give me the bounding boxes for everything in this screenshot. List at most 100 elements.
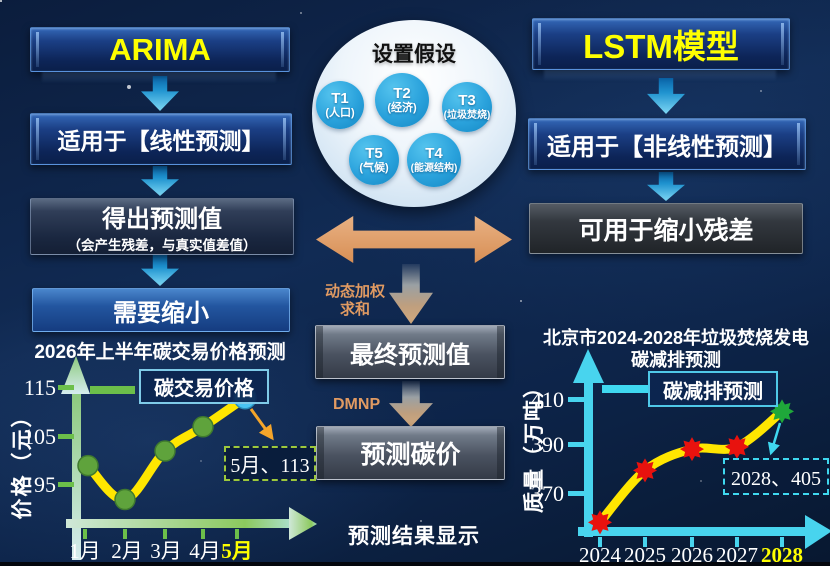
- x-tick-label: 3月: [150, 539, 182, 563]
- down-arrow-icon: [141, 255, 179, 286]
- right-chart-ylabel: 质量（万吨）: [522, 375, 546, 513]
- x-tick: [598, 537, 602, 547]
- right-chart-title-line2: 碳减排预测: [631, 349, 721, 370]
- annotation-arrow-icon: [249, 408, 274, 441]
- final-forecast-label: 最终预测值: [350, 341, 470, 369]
- y-tick: [58, 434, 74, 439]
- x-tick-label-highlight: 5月: [221, 539, 253, 563]
- y-tick-label: 115: [24, 375, 56, 400]
- y-tick-label: 410: [531, 387, 564, 412]
- assumption-bubble-t5: T5 (气候): [349, 135, 399, 185]
- down-arrow-icon: [141, 166, 179, 196]
- lstm-title-banner: LSTM模型: [532, 18, 790, 70]
- right-chart-title: 北京市2024-2028年垃圾焚烧发电 碳减排预测: [530, 328, 822, 371]
- y-tick: [58, 482, 74, 487]
- y-axis: [72, 392, 81, 560]
- x-tick-label: 2026: [671, 543, 713, 566]
- bubble-label: (经济): [387, 102, 417, 115]
- bubble-id: T3: [458, 92, 476, 110]
- bubble-label: (能源结构): [410, 162, 458, 174]
- final-forecast-banner: 最终预测值: [315, 325, 505, 379]
- data-point: [114, 488, 136, 511]
- double-arrow-icon: [316, 216, 512, 263]
- right-chart-title-line1: 北京市2024-2028年垃圾焚烧发电: [542, 328, 810, 348]
- x-tick: [780, 537, 784, 547]
- x-tick: [690, 537, 694, 547]
- x-tick: [123, 529, 127, 539]
- forecast-residual-note: （会产生残差，与真实值差值）: [67, 238, 257, 253]
- y-tick: [568, 491, 584, 496]
- assumption-bubble-t4: T4 (能源结构): [407, 133, 461, 187]
- arima-step-linear-banner: 适用于【线性预测】: [30, 113, 292, 165]
- bubble-id: T1: [331, 89, 349, 107]
- data-point: [588, 510, 612, 535]
- y-tick: [568, 442, 584, 447]
- x-tick-label: 2024: [579, 543, 622, 566]
- slide-bottom-edge: [0, 562, 830, 566]
- assumptions-title: 设置假设: [372, 43, 456, 66]
- x-axis: [578, 527, 806, 536]
- reduce-residual-label: 可用于缩小残差: [578, 216, 754, 245]
- bubble-label: (气候): [359, 162, 389, 175]
- lstm-step-nonlinear-label: 适用于【非线性预测】: [547, 133, 787, 161]
- left-chart-ylabel: 价格（元）: [10, 404, 34, 520]
- carbon-price-chart: 115 105 95 1月 2月 3月 4月 5月: [23, 356, 317, 563]
- x-tick-label: 2月: [111, 539, 143, 563]
- data-point: [725, 434, 749, 459]
- x-axis: [66, 519, 290, 528]
- predict-carbon-price-banner: 预测碳价: [316, 426, 505, 480]
- x-tick: [235, 529, 239, 539]
- x-tick-label: 4月: [189, 539, 221, 563]
- y-tick-label: 95: [34, 472, 56, 497]
- dmnp-label: DMNP: [333, 396, 381, 413]
- y-tick-label: 370: [531, 481, 564, 506]
- left-chart-legend: 碳交易价格: [139, 369, 269, 404]
- lstm-step-nonlinear-banner: 适用于【非线性预测】: [528, 118, 806, 170]
- dynamic-weight-line2: 求和: [339, 301, 370, 318]
- assumption-bubble-t2: T2 (经济): [375, 73, 429, 127]
- starfield-decoration: [0, 0, 2, 2]
- data-point: [633, 458, 657, 483]
- result-caption: 预测结果显示: [348, 525, 480, 548]
- dynamic-weight-line1: 动态加权: [324, 283, 385, 300]
- y-axis-arrowhead-icon: [573, 349, 604, 383]
- arima-step-linear-label: 适用于【线性预测】: [57, 128, 265, 154]
- down-arrow-icon: [647, 172, 685, 201]
- data-point: [192, 416, 214, 438]
- y-tick-label: 105: [23, 424, 56, 449]
- down-arrow-icon: [647, 78, 685, 114]
- shrink-label: 需要缩小: [113, 299, 209, 327]
- lstm-title: LSTM模型: [583, 28, 739, 65]
- arima-title: ARIMA: [109, 31, 211, 67]
- x-axis-arrowhead-icon: [289, 507, 317, 540]
- down-arrow-icon: [389, 381, 433, 427]
- x-tick-label: 2025: [624, 543, 666, 566]
- right-chart-annotation: 2028、405: [723, 458, 829, 495]
- annotation-arrow-icon: [767, 422, 782, 456]
- arima-step-shrink-banner: 需要缩小: [32, 288, 290, 332]
- left-chart-annotation: 5月、113: [224, 446, 316, 481]
- left-chart-title: 2026年上半年碳交易价格预测: [34, 342, 286, 363]
- y-tick: [58, 385, 74, 390]
- y-tick-label: 390: [531, 432, 564, 457]
- x-tick: [201, 529, 205, 539]
- arima-step-forecast-banner: 得出预测值 （会产生残差，与真实值差值）: [30, 198, 294, 255]
- down-arrow-icon: [389, 264, 433, 324]
- legend-line-sample: [602, 385, 650, 393]
- x-tick-label: 1月: [69, 539, 101, 563]
- y-tick: [568, 397, 584, 402]
- bubble-label: (人口): [325, 107, 355, 120]
- x-tick: [735, 537, 739, 547]
- y-axis-arrowhead-icon: [61, 356, 90, 394]
- forecast-value-label: 得出预测值: [102, 206, 222, 233]
- y-axis: [584, 381, 593, 537]
- right-chart-legend: 碳减排预测: [648, 371, 778, 407]
- lstm-step-reduce-residual-banner: 可用于缩小残差: [529, 203, 803, 254]
- data-point: [77, 454, 99, 477]
- bubble-id: T2: [393, 84, 411, 102]
- assumption-bubble-t3: T3 (垃圾焚烧): [442, 82, 492, 132]
- assumption-bubble-t1: T1 (人口): [316, 81, 364, 129]
- data-point: [680, 437, 704, 462]
- bubble-label: (垃圾焚烧): [443, 109, 491, 121]
